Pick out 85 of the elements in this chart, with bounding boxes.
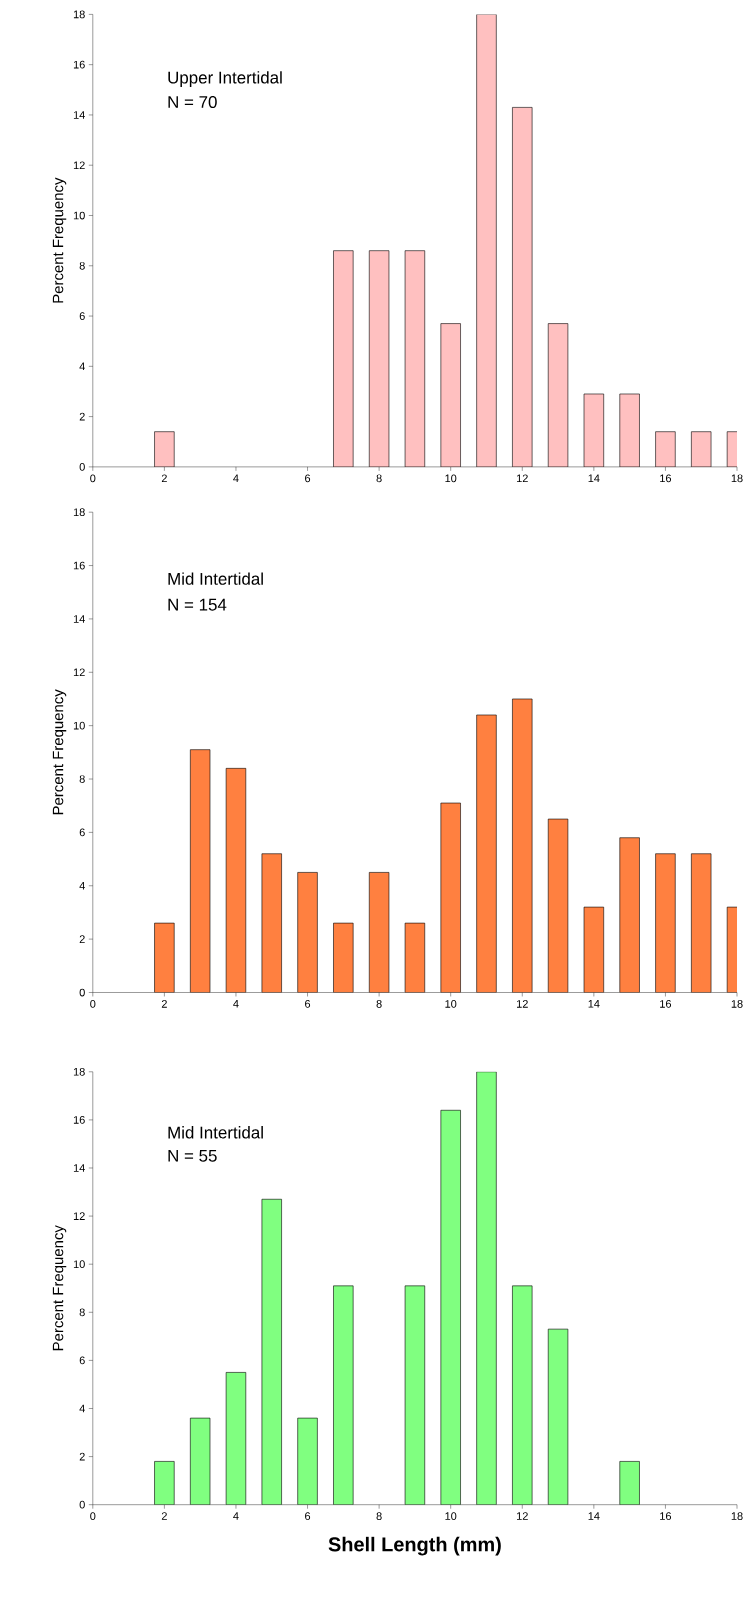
x-tick-label: 4: [233, 474, 239, 482]
y-axis-title: Percent Frequency: [52, 1225, 67, 1351]
x-tick-label: 16: [660, 1000, 672, 1008]
x-tick-label: 18: [731, 1000, 743, 1008]
bar: [476, 714, 497, 993]
y-tick-label: 2: [79, 412, 85, 421]
y-tick-label: 4: [79, 1404, 85, 1413]
x-tick-label: 6: [305, 1512, 311, 1520]
x-tick-label: 0: [90, 474, 96, 483]
y-tick-label: 16: [73, 60, 85, 69]
x-tick-label: 16: [660, 474, 672, 483]
y-tick-label: 10: [73, 1260, 85, 1269]
y-tick-label: 18: [73, 10, 85, 19]
y-tick-label: 6: [79, 828, 85, 837]
x-tick-label: 12: [517, 474, 528, 483]
y-tick-label: 8: [79, 775, 85, 783]
y-tick-label: 12: [73, 668, 85, 677]
y-tick-label: 12: [73, 161, 85, 170]
x-tick-label: 8: [376, 474, 382, 483]
x-tick-label: 10: [445, 1512, 457, 1520]
y-tick-label: 6: [79, 312, 85, 320]
bar: [404, 922, 426, 993]
annotation: Mid Intertidal: [168, 1126, 263, 1139]
y-tick-label: 8: [79, 261, 85, 270]
x-tick-label: 2: [161, 1000, 167, 1008]
annotation: N = 70: [168, 96, 217, 109]
y-tick-label: 14: [73, 1164, 85, 1172]
annotation: N = 55: [168, 1149, 217, 1162]
x-tick-label: 18: [731, 1512, 743, 1520]
bar: [476, 1071, 497, 1505]
bar: [190, 1417, 211, 1505]
y-tick-label: 14: [73, 111, 85, 119]
x-tick-label: 6: [305, 1000, 311, 1008]
bar: [190, 749, 211, 993]
y-tick-label: 16: [73, 561, 85, 570]
y-tick-label: 8: [79, 1308, 85, 1317]
x-tick-label: 0: [90, 1000, 96, 1008]
bar: [547, 1328, 569, 1505]
bar: [404, 1285, 426, 1505]
y-tick-label: 0: [79, 463, 85, 471]
x-tick-label: 10: [445, 1000, 457, 1008]
y-tick-label: 18: [73, 1067, 85, 1076]
x-tick-label: 8: [376, 1512, 382, 1520]
y-tick-label: 10: [73, 721, 85, 730]
y-tick-label: 0: [79, 988, 85, 997]
x-tick-label: 8: [376, 1000, 382, 1008]
x-tick-label: 2: [161, 1512, 167, 1520]
x-tick-label: 18: [731, 474, 743, 483]
x-tick-label: 16: [660, 1512, 672, 1520]
x-tick-label: 0: [90, 1512, 96, 1520]
y-axis-title: Percent Frequency: [52, 177, 67, 303]
y-tick-label: 2: [79, 935, 85, 943]
y-tick-label: 18: [73, 508, 85, 517]
x-tick-label: 4: [233, 1512, 239, 1520]
y-tick-label: 2: [79, 1452, 85, 1461]
x-tick-label: 14: [588, 1512, 600, 1520]
x-tick-label: 12: [517, 1000, 528, 1008]
y-tick-label: 10: [73, 211, 85, 220]
x-tick-label: 2: [161, 474, 167, 483]
y-tick-label: 16: [73, 1116, 85, 1124]
y-tick-label: 4: [79, 362, 85, 371]
bar: [547, 818, 569, 993]
y-axis-title: Percent Frequency: [52, 689, 67, 815]
bar: [691, 853, 712, 993]
bar: [261, 1198, 282, 1505]
x-tick-label: 10: [445, 474, 457, 483]
annotation: Mid Intertidal: [168, 572, 263, 585]
bar: [619, 837, 640, 993]
bar: [261, 853, 282, 993]
bar: [333, 922, 354, 993]
y-tick-label: 4: [79, 882, 85, 890]
bar: [619, 1461, 640, 1505]
y-tick-label: 0: [79, 1500, 85, 1509]
x-tick-label: 12: [517, 1512, 528, 1520]
bar: [333, 1285, 354, 1505]
x-axis-title: Shell Length (mm): [328, 1536, 501, 1556]
x-tick-label: 4: [233, 1000, 239, 1008]
y-tick-label: 14: [73, 615, 85, 623]
y-tick-label: 6: [79, 1356, 85, 1365]
annotation: N = 154: [168, 598, 227, 611]
x-tick-label: 14: [588, 1000, 600, 1008]
x-tick-label: 6: [305, 474, 311, 483]
x-tick-label: 14: [588, 474, 600, 482]
y-tick-label: 12: [73, 1212, 85, 1220]
annotation: Upper Intertidal: [168, 71, 282, 87]
